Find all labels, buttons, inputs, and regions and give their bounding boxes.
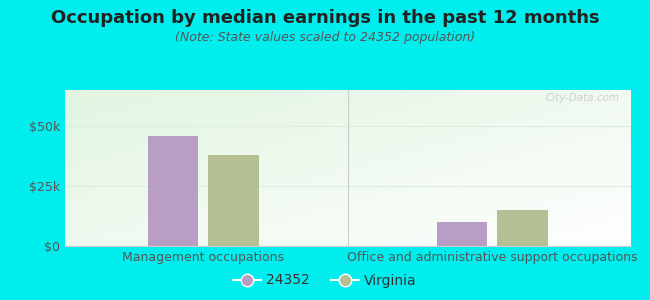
Text: City-Data.com: City-Data.com — [545, 93, 619, 103]
Text: Occupation by median earnings in the past 12 months: Occupation by median earnings in the pas… — [51, 9, 599, 27]
Bar — [148, 136, 198, 246]
Bar — [497, 210, 547, 246]
Legend: 24352, Virginia: 24352, Virginia — [227, 268, 422, 293]
Bar — [208, 155, 259, 246]
Bar — [437, 222, 488, 246]
Text: (Note: State values scaled to 24352 population): (Note: State values scaled to 24352 popu… — [175, 32, 475, 44]
